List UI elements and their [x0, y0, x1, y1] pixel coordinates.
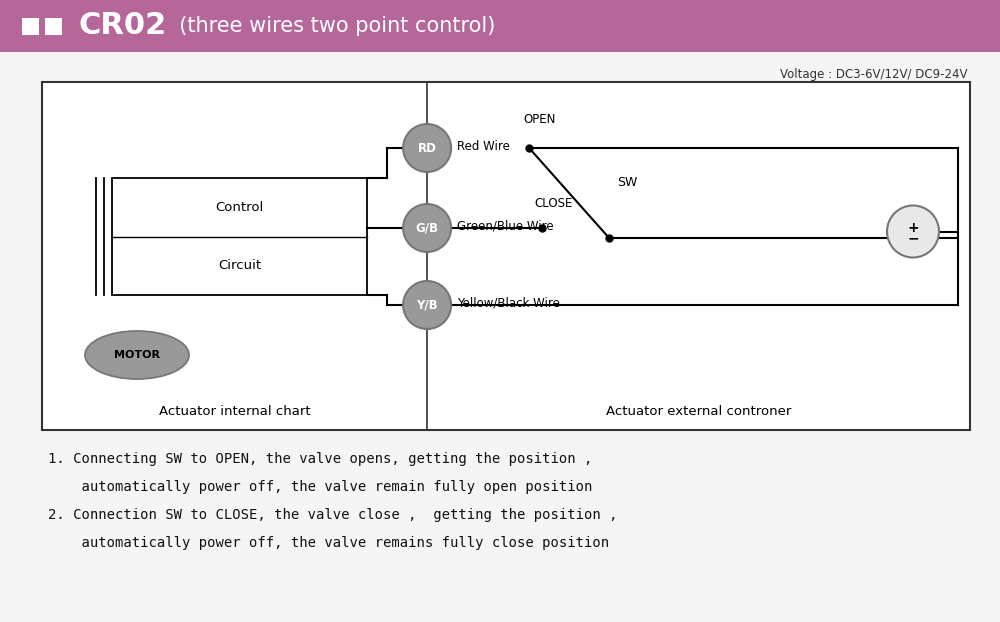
- Text: G/B: G/B: [416, 221, 439, 234]
- Circle shape: [887, 205, 939, 258]
- Text: Yellow/Black Wire: Yellow/Black Wire: [457, 297, 560, 310]
- Text: Circuit: Circuit: [218, 259, 261, 272]
- FancyBboxPatch shape: [112, 178, 367, 295]
- FancyBboxPatch shape: [45, 17, 62, 34]
- Text: Y/B: Y/B: [416, 299, 438, 312]
- Text: SW: SW: [617, 176, 637, 189]
- Text: Voltage : DC3-6V/12V/ DC9-24V: Voltage : DC3-6V/12V/ DC9-24V: [780, 68, 968, 81]
- Text: automatically power off, the valve remain fully open position: automatically power off, the valve remai…: [48, 480, 592, 494]
- Text: Actuator internal chart: Actuator internal chart: [159, 405, 310, 418]
- Circle shape: [403, 124, 451, 172]
- Text: (three wires two point control): (three wires two point control): [166, 16, 495, 36]
- Text: −: −: [907, 231, 919, 246]
- Text: Control: Control: [215, 201, 264, 214]
- Text: 1. Connecting SW to OPEN, the valve opens, getting the position ,: 1. Connecting SW to OPEN, the valve open…: [48, 452, 592, 466]
- FancyBboxPatch shape: [0, 0, 1000, 52]
- Circle shape: [403, 204, 451, 252]
- Text: automatically power off, the valve remains fully close position: automatically power off, the valve remai…: [48, 536, 609, 550]
- Text: CR02: CR02: [78, 11, 166, 40]
- Ellipse shape: [85, 331, 189, 379]
- Text: RD: RD: [418, 141, 437, 154]
- FancyBboxPatch shape: [42, 82, 970, 430]
- Text: 2. Connection SW to CLOSE, the valve close ,  getting the position ,: 2. Connection SW to CLOSE, the valve clo…: [48, 508, 618, 522]
- Text: +: +: [907, 221, 919, 234]
- Text: OPEN: OPEN: [523, 113, 555, 126]
- Text: Red Wire: Red Wire: [457, 139, 510, 152]
- Text: Green/Blue Wire: Green/Blue Wire: [457, 220, 554, 233]
- Text: MOTOR: MOTOR: [114, 350, 160, 360]
- FancyBboxPatch shape: [22, 17, 39, 34]
- Circle shape: [403, 281, 451, 329]
- Text: CLOSE: CLOSE: [534, 197, 572, 210]
- Text: Actuator external controner: Actuator external controner: [606, 405, 791, 418]
